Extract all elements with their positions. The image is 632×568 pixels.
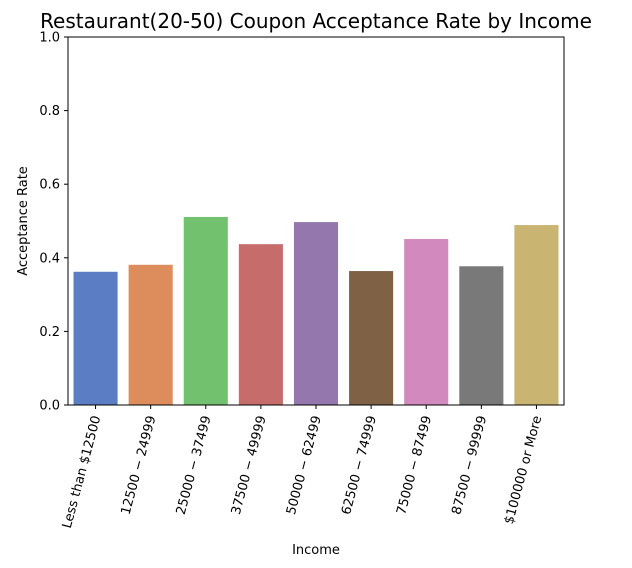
chart-title: Restaurant(20-50) Coupon Acceptance Rate…: [40, 9, 592, 33]
bar-6: [349, 271, 394, 405]
bar-1: [73, 271, 118, 405]
bar-8: [459, 266, 504, 405]
bar-9: [514, 225, 559, 405]
x-tick-label: $100000 or More: [502, 414, 545, 526]
y-tick-label: 0.2: [39, 325, 60, 340]
x-tick-label: 25000 − 37499: [174, 414, 215, 516]
x-tick-label: 62500 − 74999: [339, 414, 380, 516]
x-tick-label: 50000 − 62499: [284, 414, 325, 516]
bar-4: [238, 244, 283, 405]
bar-3: [183, 216, 228, 405]
y-tick-label: 1.0: [39, 31, 60, 46]
x-tick-label: 75000 − 87499: [394, 414, 435, 516]
bar-7: [404, 239, 449, 405]
plot-frame: [67, 36, 565, 406]
y-tick-label: 0.8: [39, 104, 60, 119]
x-tick-label: 37500 − 49999: [229, 414, 270, 516]
bar-2: [128, 264, 173, 405]
x-axis: Less than $12500 12500 − 24999 25000 − 374…: [60, 405, 545, 530]
y-axis: 0.0 0.2 0.4 0.6 0.8 1.0: [39, 31, 68, 414]
bar-5: [293, 222, 339, 405]
bars-group: [73, 216, 559, 405]
x-tick-label: Less than $12500: [60, 414, 105, 530]
x-tick-label: 12500 − 24999: [119, 414, 160, 516]
y-tick-label: 0.6: [39, 178, 60, 193]
y-tick-label: 0.0: [39, 399, 60, 414]
x-axis-label: Income: [292, 543, 340, 558]
y-axis-label: Acceptance Rate: [16, 166, 31, 276]
y-tick-label: 0.4: [39, 251, 60, 266]
x-tick-label: 87500 − 99999: [449, 414, 490, 516]
